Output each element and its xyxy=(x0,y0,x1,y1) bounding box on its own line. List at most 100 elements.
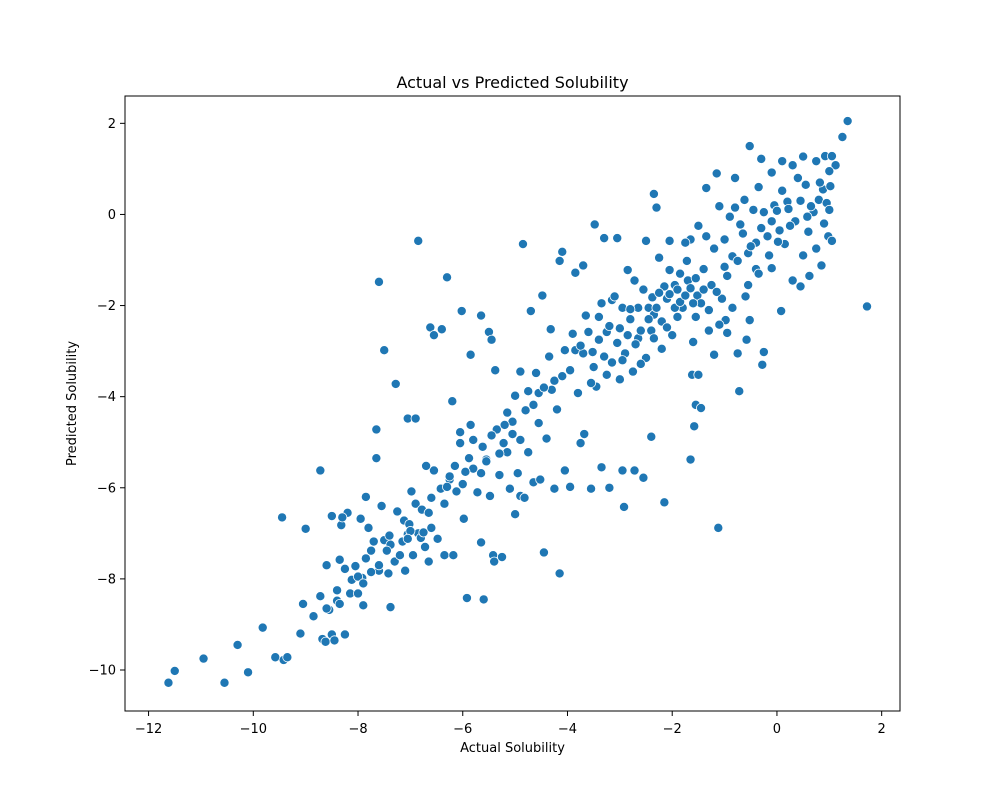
data-point xyxy=(647,292,658,303)
data-point xyxy=(785,220,796,231)
data-point xyxy=(735,219,746,230)
data-point xyxy=(392,506,403,517)
data-point xyxy=(413,235,424,246)
data-point xyxy=(376,500,387,511)
data-point xyxy=(578,260,589,271)
data-point xyxy=(641,235,652,246)
data-point xyxy=(744,141,755,152)
data-point xyxy=(701,231,712,242)
data-point xyxy=(795,281,806,292)
data-point xyxy=(490,365,501,376)
data-point xyxy=(410,498,421,509)
data-point xyxy=(693,369,704,380)
data-point xyxy=(379,345,390,356)
x-axis-label: Actual Solubility xyxy=(460,741,565,756)
data-point xyxy=(531,367,542,378)
data-point xyxy=(588,362,599,373)
data-point xyxy=(295,628,306,639)
data-point xyxy=(798,250,809,261)
data-point xyxy=(371,424,382,435)
data-point xyxy=(629,465,640,476)
data-point xyxy=(753,182,764,193)
data-point xyxy=(638,284,649,295)
data-point xyxy=(436,324,447,335)
data-point xyxy=(730,202,741,213)
data-point xyxy=(622,265,633,276)
data-point xyxy=(583,326,594,337)
data-point xyxy=(629,275,640,286)
data-point xyxy=(739,194,750,205)
data-point xyxy=(825,181,836,192)
data-point xyxy=(596,298,607,309)
data-point xyxy=(744,315,755,326)
data-point xyxy=(554,255,565,266)
data-point xyxy=(814,177,825,188)
data-point xyxy=(353,588,364,599)
data-point xyxy=(517,239,528,250)
data-point xyxy=(394,550,405,561)
data-point xyxy=(494,448,505,459)
data-point xyxy=(619,501,630,512)
data-point xyxy=(824,204,835,215)
data-point xyxy=(701,183,712,194)
data-point xyxy=(390,378,401,389)
data-point xyxy=(523,386,534,397)
y-tick-label: −4 xyxy=(97,390,116,405)
data-point xyxy=(308,611,319,622)
data-point xyxy=(803,226,814,237)
data-point xyxy=(762,231,773,242)
data-point xyxy=(654,287,665,298)
data-point xyxy=(360,491,371,502)
data-point xyxy=(654,252,665,263)
data-point xyxy=(442,272,453,283)
data-point xyxy=(690,311,701,322)
data-point xyxy=(667,330,678,341)
data-point xyxy=(423,556,434,567)
data-point xyxy=(792,172,803,183)
data-point xyxy=(627,366,638,377)
x-tick-label: −2 xyxy=(663,722,682,737)
data-point xyxy=(672,311,683,322)
data-point xyxy=(811,243,822,254)
data-point xyxy=(575,438,586,449)
data-point xyxy=(756,153,767,164)
data-point xyxy=(402,533,413,544)
data-point xyxy=(659,281,670,292)
data-point xyxy=(830,160,841,171)
data-point xyxy=(523,447,534,458)
data-point xyxy=(698,264,709,275)
data-point xyxy=(599,351,610,362)
data-point xyxy=(625,314,636,325)
data-point xyxy=(732,255,743,266)
data-point xyxy=(709,243,720,254)
data-point xyxy=(484,490,495,501)
data-point xyxy=(481,456,492,467)
data-point xyxy=(587,347,598,358)
data-point xyxy=(714,319,725,330)
data-point xyxy=(711,286,722,297)
data-point xyxy=(515,366,526,377)
data-point xyxy=(321,603,332,614)
data-point xyxy=(764,250,775,261)
data-point xyxy=(447,396,458,407)
data-point xyxy=(766,167,777,178)
data-point xyxy=(638,472,649,483)
data-point xyxy=(586,483,597,494)
data-point xyxy=(724,211,735,222)
data-point xyxy=(593,334,604,345)
data-point xyxy=(698,284,709,295)
data-point xyxy=(758,207,769,218)
data-point xyxy=(664,265,675,276)
data-point xyxy=(586,377,597,388)
x-tick-label: −10 xyxy=(240,722,267,737)
data-point xyxy=(442,481,453,492)
data-point xyxy=(544,351,555,362)
y-tick-label: 0 xyxy=(108,208,116,223)
data-point xyxy=(772,236,783,247)
data-point xyxy=(549,483,560,494)
data-point xyxy=(520,405,531,416)
data-point xyxy=(478,594,489,605)
data-point xyxy=(795,195,806,206)
data-point xyxy=(455,438,466,449)
data-point xyxy=(337,512,348,523)
